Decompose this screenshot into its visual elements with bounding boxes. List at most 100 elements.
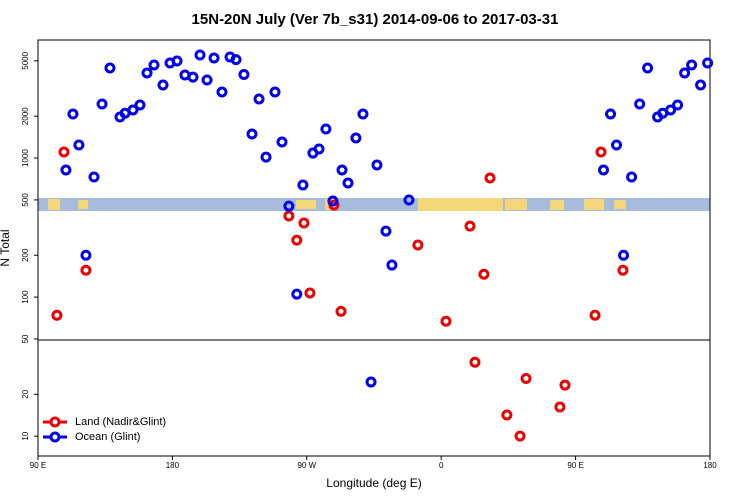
point bbox=[501, 409, 513, 421]
x-tick-label: 90 E bbox=[567, 461, 583, 470]
point bbox=[283, 210, 295, 222]
point bbox=[679, 67, 691, 79]
point bbox=[327, 195, 339, 207]
point bbox=[246, 128, 258, 140]
y-tick-label: 5000 bbox=[21, 51, 30, 69]
point bbox=[365, 376, 377, 388]
point bbox=[187, 71, 199, 83]
point bbox=[478, 268, 490, 280]
point bbox=[469, 356, 481, 368]
point bbox=[342, 177, 354, 189]
point bbox=[484, 172, 496, 184]
point bbox=[595, 146, 607, 158]
point bbox=[60, 164, 72, 176]
point bbox=[350, 132, 362, 144]
point bbox=[440, 315, 452, 327]
point bbox=[686, 59, 698, 71]
point bbox=[291, 234, 303, 246]
point bbox=[464, 220, 476, 232]
point bbox=[216, 86, 228, 98]
point bbox=[320, 123, 332, 135]
point bbox=[141, 67, 153, 79]
point bbox=[208, 52, 220, 64]
point bbox=[104, 62, 116, 74]
point bbox=[605, 108, 617, 120]
point bbox=[611, 139, 623, 151]
x-tick-label: 90 W bbox=[297, 461, 316, 470]
point bbox=[238, 68, 250, 80]
legend-marker bbox=[49, 416, 61, 428]
x-tick-label: 180 bbox=[703, 461, 717, 470]
legend-label: Land (Nadir&Glint) bbox=[75, 416, 166, 428]
point bbox=[626, 171, 638, 183]
x-tick-label: 0 bbox=[439, 461, 444, 470]
point bbox=[335, 305, 347, 317]
point bbox=[291, 288, 303, 300]
point bbox=[253, 93, 265, 105]
y-tick-label: 500 bbox=[21, 193, 30, 207]
point bbox=[403, 194, 415, 206]
point bbox=[336, 164, 348, 176]
y-tick-label: 10 bbox=[21, 431, 30, 440]
point bbox=[80, 264, 92, 276]
legend: Land (Nadir&Glint) Ocean (Glint) bbox=[43, 416, 166, 443]
point bbox=[589, 309, 601, 321]
point bbox=[371, 159, 383, 171]
point bbox=[230, 54, 242, 66]
point bbox=[148, 59, 160, 71]
point bbox=[260, 151, 272, 163]
y-tick-label: 100 bbox=[21, 290, 30, 304]
point bbox=[559, 379, 571, 391]
map-strip bbox=[38, 198, 710, 211]
point bbox=[127, 104, 139, 116]
legend-marker bbox=[49, 431, 61, 443]
point bbox=[134, 99, 146, 111]
point bbox=[554, 401, 566, 413]
point bbox=[380, 225, 392, 237]
point bbox=[276, 136, 288, 148]
point bbox=[665, 104, 677, 116]
point bbox=[51, 309, 63, 321]
point bbox=[520, 372, 532, 384]
point bbox=[298, 217, 310, 229]
point bbox=[598, 164, 610, 176]
point bbox=[702, 57, 714, 69]
point bbox=[695, 79, 707, 91]
point bbox=[514, 430, 526, 442]
point bbox=[617, 264, 629, 276]
point bbox=[672, 99, 684, 111]
x-axis-label: Longitude (deg E) bbox=[326, 476, 421, 490]
point bbox=[96, 98, 108, 110]
legend-label: Ocean (Glint) bbox=[75, 431, 140, 443]
plot-frame bbox=[37, 39, 711, 457]
x-tick-label: 90 E bbox=[30, 461, 46, 470]
point bbox=[357, 108, 369, 120]
chart-title: 15N-20N July (Ver 7b_s31) 2014-09-06 to … bbox=[192, 11, 559, 28]
point bbox=[269, 86, 281, 98]
point bbox=[283, 200, 295, 212]
point bbox=[157, 79, 169, 91]
point bbox=[201, 74, 213, 86]
point bbox=[67, 108, 79, 120]
point bbox=[80, 249, 92, 261]
y-axis-label: N Total bbox=[0, 229, 12, 266]
point bbox=[297, 179, 309, 191]
point bbox=[642, 62, 654, 74]
y-tick-label: 20 bbox=[21, 389, 30, 398]
point bbox=[634, 98, 646, 110]
point bbox=[58, 146, 70, 158]
point bbox=[412, 239, 424, 251]
point bbox=[313, 143, 325, 155]
point bbox=[386, 259, 398, 271]
point bbox=[73, 139, 85, 151]
point bbox=[304, 287, 316, 299]
y-tick-label: 50 bbox=[21, 334, 30, 343]
y-tick-label: 1000 bbox=[21, 149, 30, 167]
y-tick-label: 2000 bbox=[21, 107, 30, 125]
point bbox=[171, 55, 183, 67]
point bbox=[194, 49, 206, 61]
x-tick-label: 180 bbox=[166, 461, 180, 470]
point bbox=[618, 249, 630, 261]
y-tick-label: 200 bbox=[21, 248, 30, 262]
